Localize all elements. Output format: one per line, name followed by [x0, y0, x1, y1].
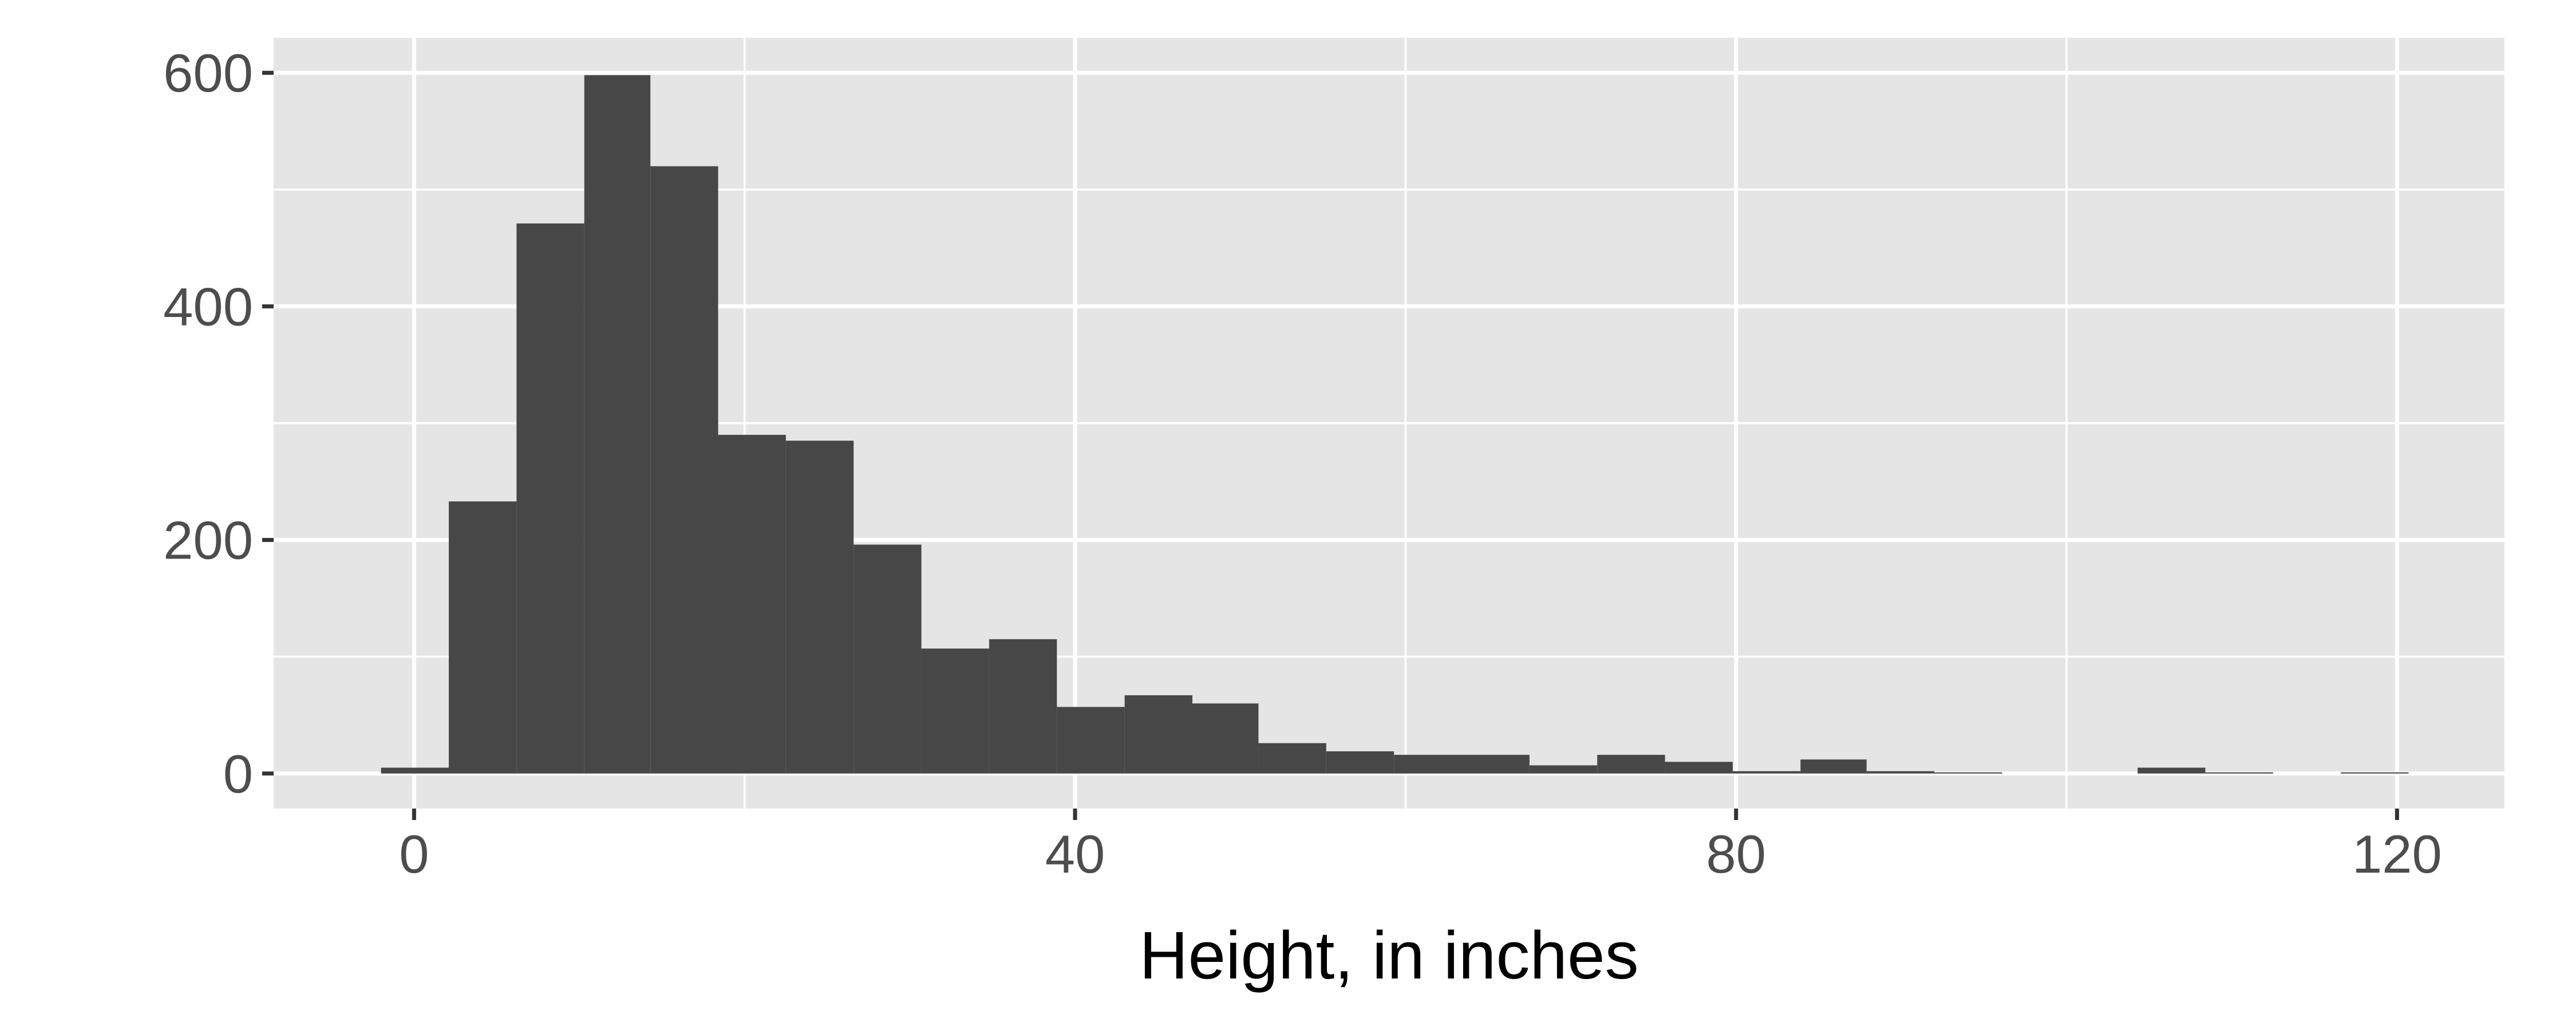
histogram-bar — [1192, 703, 1259, 774]
histogram-bar — [854, 544, 922, 774]
histogram-bar — [1529, 765, 1598, 774]
y-tick-label: 400 — [163, 276, 253, 336]
x-tick-label: 40 — [1045, 824, 1105, 884]
histogram-bar — [516, 223, 584, 774]
histogram-bar — [921, 648, 989, 774]
histogram-bar — [2205, 772, 2273, 774]
histogram-bar — [650, 166, 718, 774]
histogram-bar — [2138, 767, 2206, 774]
x-axis: 0 40 80 120 — [399, 809, 2442, 884]
histogram-bar — [2341, 772, 2409, 774]
histogram-bar — [1597, 755, 1665, 774]
x-axis-title: Height, in inches — [1139, 918, 1638, 993]
histogram-bar — [1934, 772, 2002, 774]
y-tick-label: 200 — [163, 510, 253, 571]
histogram-bar — [1461, 755, 1530, 774]
histogram-bar — [1665, 762, 1733, 774]
x-tick-label: 0 — [399, 824, 429, 884]
histogram-bar — [718, 434, 786, 774]
histogram-bar — [989, 639, 1057, 774]
histogram-bar — [1866, 771, 1935, 774]
histogram-bar — [1258, 743, 1326, 774]
histogram-bars — [381, 75, 2409, 774]
histogram-bar — [1057, 707, 1125, 774]
histogram-bar — [381, 767, 449, 774]
y-tick-label: 0 — [223, 744, 253, 804]
histogram-bar — [1124, 695, 1192, 774]
histogram-bar — [448, 501, 517, 774]
histogram-bar — [584, 75, 651, 774]
y-tick-label: 600 — [163, 43, 253, 103]
histogram-bar — [785, 441, 854, 774]
x-tick-label: 120 — [2352, 824, 2442, 884]
histogram-bar — [1394, 755, 1462, 774]
y-axis: 0 200 400 600 — [163, 43, 274, 804]
histogram-bar — [1326, 751, 1394, 774]
histogram-bar — [1732, 771, 1801, 774]
histogram-bar — [1800, 759, 1867, 774]
x-tick-label: 80 — [1706, 824, 1766, 884]
